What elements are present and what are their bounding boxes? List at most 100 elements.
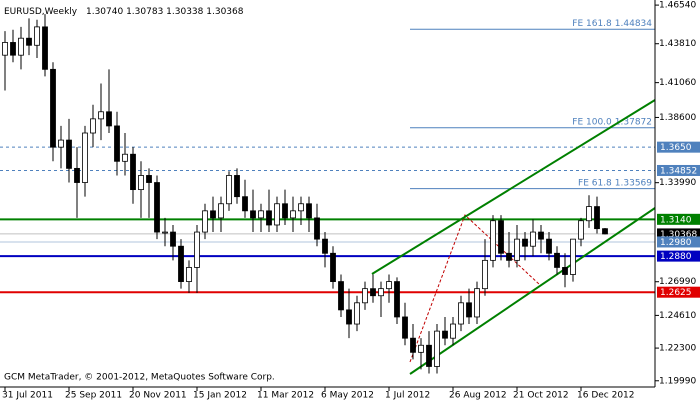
- fibo-label: FE 100.0 1.37872: [572, 117, 652, 127]
- candle-body: [482, 259, 488, 290]
- fibo-label: FE 61.8 1.33569: [578, 178, 652, 188]
- candle-body: [602, 228, 608, 235]
- y-tick-label: 1.38600: [659, 113, 696, 123]
- candle-body: [186, 267, 192, 282]
- x-tick-label: 20 Nov 2011: [129, 391, 187, 401]
- candle-body: [226, 175, 232, 205]
- symbol: EURUSD,Weekly: [4, 7, 78, 17]
- candle-body: [498, 220, 504, 254]
- candle-body: [386, 281, 392, 290]
- candle-body: [346, 309, 352, 325]
- level-box: [657, 236, 700, 248]
- candle-body: [434, 330, 440, 367]
- x-tick-label: 15 Jan 2012: [193, 391, 247, 401]
- candle-body: [522, 238, 528, 247]
- candle-body: [578, 220, 584, 240]
- candle-body: [258, 210, 264, 219]
- candle-body: [450, 323, 456, 339]
- candle-body: [378, 288, 384, 297]
- candle-body: [194, 231, 200, 268]
- candle-body: [338, 281, 344, 311]
- fibo-expansion-line: [409, 214, 541, 363]
- candle-body: [34, 26, 40, 46]
- level-label: 1.2625: [660, 288, 692, 298]
- level-box: [657, 286, 700, 298]
- candle-body: [290, 210, 296, 219]
- y-tick-label: 1.43810: [659, 39, 696, 49]
- candle-body: [74, 167, 80, 183]
- open: 1.30740: [86, 7, 123, 17]
- fibo-value: 1.44834: [615, 19, 652, 29]
- candle-body: [354, 302, 360, 325]
- level-label: 1.3650: [660, 143, 692, 153]
- channel-lower: [409, 207, 656, 375]
- candle-body: [458, 302, 464, 325]
- candle-body: [370, 288, 376, 297]
- x-tick-label: 25 Sep 2011: [65, 391, 122, 401]
- candle-body: [394, 281, 400, 318]
- candles: [2, 14, 608, 374]
- candle-body: [410, 337, 416, 353]
- y-tick-label: 1.24610: [659, 311, 696, 321]
- candle-body: [466, 302, 472, 318]
- channel-upper: [371, 99, 656, 275]
- level-box: [657, 228, 700, 240]
- candle-body: [314, 217, 320, 240]
- candle-body: [250, 210, 256, 219]
- level-label: 1.3140: [660, 215, 692, 225]
- candle-body: [562, 267, 568, 275]
- candle-body: [42, 26, 48, 70]
- candle-body: [26, 37, 32, 46]
- level-box: [657, 250, 700, 262]
- candle-body: [490, 220, 496, 261]
- candle-body: [130, 153, 136, 191]
- candle-body: [418, 344, 424, 353]
- candle-body: [218, 203, 224, 219]
- candle-body: [210, 210, 216, 219]
- level-box: [657, 164, 700, 176]
- level-label: 1.2880: [660, 252, 692, 262]
- y-tick-label: 1.26990: [659, 277, 696, 287]
- candle-body: [202, 210, 208, 233]
- x-tick-label: 1 Jul 2012: [385, 391, 430, 401]
- candle-body: [282, 203, 288, 219]
- close: 1.30368: [206, 7, 243, 17]
- x-tick-label: 31 Jul 2011: [2, 391, 53, 401]
- credit: GCM MetaTrader, © 2001-2012, MetaQuotes …: [4, 373, 275, 383]
- fibo-value: 1.37872: [615, 117, 652, 127]
- fibo-name: FE 100.0: [572, 117, 612, 127]
- y-tick-label: 1.41060: [659, 78, 696, 88]
- candle-body: [106, 111, 112, 127]
- candle-body: [138, 175, 144, 191]
- candle-body: [530, 231, 536, 247]
- candle-body: [234, 175, 240, 198]
- y-tick-label: 1.19990: [659, 376, 696, 386]
- y-tick-label: 1.22300: [659, 344, 696, 354]
- low: 1.30338: [166, 7, 203, 17]
- candle-body: [426, 344, 432, 367]
- candle-body: [90, 118, 96, 134]
- x-tick-label: 26 Aug 2012: [449, 391, 507, 401]
- level-box: [657, 213, 700, 225]
- y-tick-label: 1.46540: [659, 1, 696, 11]
- candle-body: [586, 206, 592, 222]
- x-tick-label: 6 May 2012: [321, 391, 374, 401]
- candle-body: [322, 238, 328, 254]
- candle-body: [266, 210, 272, 226]
- candle-body: [178, 245, 184, 282]
- candle-body: [514, 238, 520, 261]
- candle-body: [98, 111, 104, 120]
- candle-body: [66, 139, 72, 169]
- level-box: [657, 141, 700, 153]
- candle-body: [50, 68, 56, 148]
- candle-body: [474, 288, 480, 318]
- candle-body: [2, 42, 8, 56]
- fibo-value: 1.33569: [615, 178, 652, 188]
- fibo-name: FE 61.8: [578, 178, 612, 188]
- candle-body: [114, 125, 120, 162]
- candle-body: [594, 206, 600, 230]
- y-tick-label: 1.33990: [659, 178, 696, 188]
